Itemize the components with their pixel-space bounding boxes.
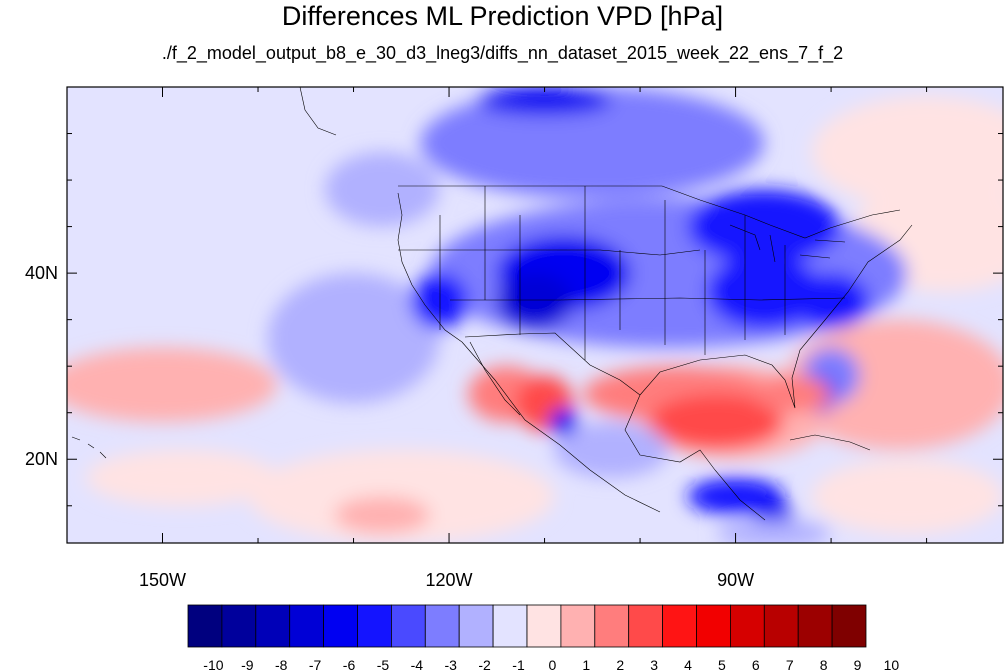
colorbar-swatch <box>492 604 528 648</box>
mexico-west-coast <box>461 341 661 513</box>
field-region-2 <box>67 347 278 423</box>
west-coast-outline <box>397 192 463 343</box>
colorbar-swatch <box>628 604 664 648</box>
colorbar-swatch <box>560 604 596 648</box>
colorbar-swatch <box>187 604 223 648</box>
colorbar-swatch <box>730 604 765 648</box>
colorbar-label: -5 <box>377 657 390 672</box>
chart-title: Differences ML Prediction VPD [hPa] <box>281 1 724 31</box>
hawaii-islands <box>71 436 107 459</box>
field-region-9 <box>267 273 440 404</box>
colorbar-swatch <box>221 604 257 648</box>
field-region-28 <box>549 408 578 436</box>
field-region-10 <box>324 152 440 227</box>
state-line-3 <box>439 186 786 360</box>
colorbar-swatch <box>594 604 630 648</box>
colorbar-label: -8 <box>275 657 288 672</box>
field-region-5 <box>334 496 430 534</box>
y-tick-label: 20N <box>25 449 58 469</box>
field-region-3 <box>86 449 278 506</box>
cuba-outline <box>789 434 871 451</box>
gulf-coast-outline <box>639 224 913 409</box>
y-tick-label: 40N <box>25 263 58 283</box>
colorbar-label: -1 <box>512 657 525 672</box>
field-region-17 <box>706 254 822 329</box>
colorbar-label: 10 <box>884 657 900 672</box>
colorbar-label: 1 <box>582 657 590 672</box>
field-region-11 <box>420 87 765 199</box>
colorbar-swatch <box>289 604 325 648</box>
colorbar-label: -6 <box>343 657 356 672</box>
colorbar-swatch <box>424 604 460 648</box>
colorbar-label: 8 <box>820 657 828 672</box>
chart-subtitle: ./f_2_model_output_b8_e_30_d3_lneg3/diff… <box>161 43 844 63</box>
colorbar-label: 4 <box>684 657 692 672</box>
x-tick-label: 120W <box>426 570 473 590</box>
colorbar-swatch <box>797 604 833 648</box>
field-region-16 <box>496 273 574 329</box>
colorbar-label: 9 <box>854 657 862 672</box>
field-region-21 <box>410 273 469 329</box>
alaska-coast <box>299 87 337 136</box>
colorbar-swatch <box>390 604 426 648</box>
colorbar-swatch <box>831 604 867 648</box>
plot-frame <box>66 86 1004 544</box>
colorbar-label: -2 <box>478 657 491 672</box>
colorbar-label: -7 <box>309 657 322 672</box>
colorbar-swatch <box>526 604 562 648</box>
map-outlines <box>71 87 913 521</box>
colorbar-label: 3 <box>650 657 658 672</box>
colorbar-label: 6 <box>752 657 760 672</box>
field-region-12 <box>477 87 612 115</box>
state-line-2 <box>450 297 846 301</box>
field-region-8 <box>811 459 1003 534</box>
field-region-23 <box>649 394 784 450</box>
axes: 150W 120W 90W 20N 40N <box>25 87 1003 590</box>
mexico-east-coast <box>624 394 766 521</box>
field-region-29 <box>687 477 784 516</box>
field-region-31 <box>716 519 832 543</box>
colorbar-label: -9 <box>241 657 254 672</box>
us-mexico-border <box>464 332 641 396</box>
colorbar-swatch <box>323 604 358 648</box>
colorbar-label: -3 <box>444 657 457 672</box>
field-region-4 <box>248 449 555 543</box>
colorbar-label: 0 <box>549 657 557 672</box>
colorbar-swatch <box>662 604 697 648</box>
state-line-1 <box>398 249 701 256</box>
colorbar-swatch <box>357 604 392 648</box>
baja-outline <box>469 341 521 416</box>
us-canada-border <box>398 185 901 239</box>
difference-field <box>67 87 1003 543</box>
x-tick-label: 90W <box>717 570 754 590</box>
colorbar-label: 7 <box>786 657 794 672</box>
field-region-0 <box>812 96 1003 208</box>
colorbar-swatch <box>763 604 799 648</box>
colorbar: -10 -9 -8 -7 -6 -5 -4 -3 -2 -1 0 1 2 3 4 5 6 7 8 9 10 <box>187 604 900 672</box>
colorbar-label: -10 <box>203 657 223 672</box>
field-region-18 <box>792 273 870 329</box>
x-tick-label: 150W <box>139 570 186 590</box>
colorbar-swatch <box>458 604 494 648</box>
colorbar-swatch <box>255 604 291 648</box>
field-region-24 <box>754 375 832 413</box>
plot-area <box>66 86 1004 544</box>
field-region-14 <box>687 189 841 264</box>
colorbar-label: 2 <box>616 657 624 672</box>
colorbar-swatch <box>696 604 731 648</box>
colorbar-label: -4 <box>411 657 424 672</box>
colorbar-label: 5 <box>718 657 726 672</box>
great-lakes-outline <box>729 224 846 263</box>
